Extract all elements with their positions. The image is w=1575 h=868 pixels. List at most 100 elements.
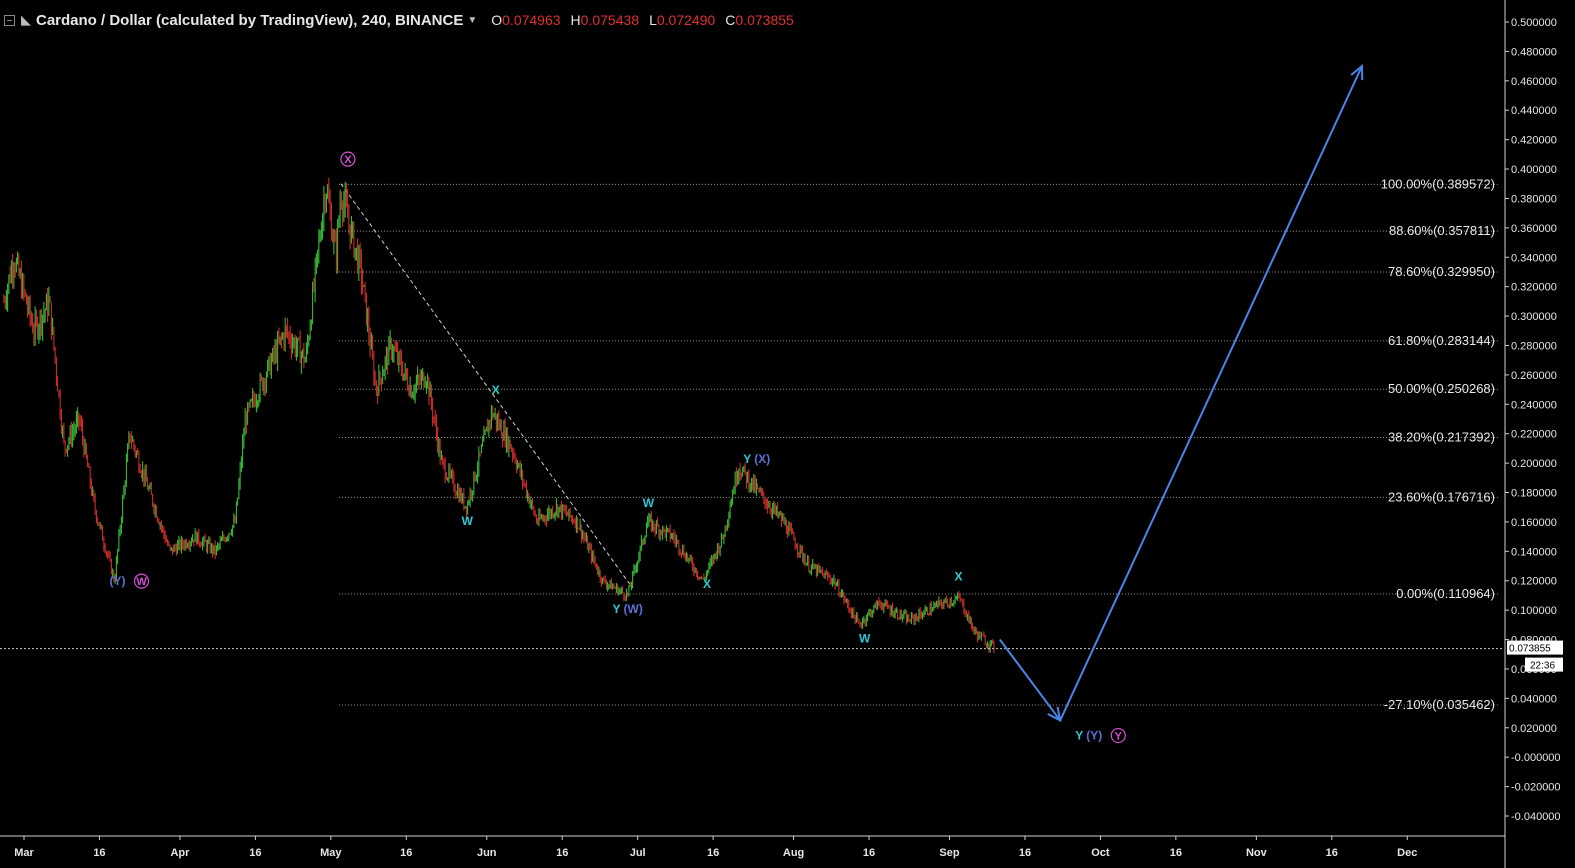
wave-label: X [344, 154, 352, 166]
x-tick-label: Jul [630, 847, 646, 859]
y-tick-label: -0.020000 [1511, 782, 1561, 794]
y-tick-label: 0.440000 [1511, 105, 1557, 117]
wave-label: X [703, 577, 711, 591]
wave-label: W [462, 514, 474, 528]
y-tick-label: 0.280000 [1511, 340, 1557, 352]
y-tick-label: 0.340000 [1511, 252, 1557, 264]
chart-header: ◣ Cardano / Dollar (calculated by Tradin… [4, 9, 804, 31]
ohlc-high-key: H [570, 12, 581, 28]
wave-label: (X) [754, 452, 770, 466]
y-tick-label: 0.300000 [1511, 311, 1557, 323]
fib-level-label: -27.10%(0.035462) [1384, 697, 1495, 712]
fib-level-label: 23.60%(0.176716) [1388, 489, 1495, 504]
wave-label: W [859, 631, 871, 645]
ohlc-low: L0.072490 [649, 12, 715, 28]
fib-level-label: 88.60%(0.357811) [1389, 223, 1495, 238]
wave-label: (Y) [1086, 729, 1102, 743]
ohlc-open: O0.074963 [491, 12, 560, 28]
price-candles [3, 177, 995, 654]
y-tick-label: 0.040000 [1511, 693, 1557, 705]
wave-label: Y [1075, 729, 1083, 743]
x-tick-label: Sep [939, 847, 959, 859]
y-tick-label: 0.320000 [1511, 282, 1557, 294]
fib-level-label: 78.60%(0.329950) [1388, 264, 1495, 279]
ohlc-close: C0.073855 [725, 12, 794, 28]
ohlc-open-value: 0.074963 [502, 12, 561, 28]
trendline[interactable] [340, 183, 634, 589]
y-tick-label: 0.420000 [1511, 135, 1557, 147]
x-tick-label: Dec [1397, 847, 1417, 859]
y-tick-label: 0.260000 [1511, 370, 1557, 382]
current-price-value: 0.073855 [1509, 644, 1551, 655]
wave-label: (Y) [110, 574, 126, 588]
y-tick-label: 0.360000 [1511, 223, 1557, 235]
wave-label: Y [1115, 731, 1123, 743]
wave-label: (W) [624, 602, 643, 616]
ohlc-close-key: C [725, 12, 736, 28]
y-tick-label: -0.040000 [1511, 811, 1561, 823]
fib-level-label: 61.80%(0.283144) [1388, 333, 1495, 348]
wave-label: W [136, 576, 147, 588]
x-tick-label: Oct [1091, 847, 1110, 859]
time-axis[interactable]: Mar 16 Apr 16 May 16 Jun 16 Jul 16 Aug 16 Sep 16 Oct 16… [0, 835, 1505, 859]
wave-label: Y [743, 452, 751, 466]
y-tick-label: 0.100000 [1511, 605, 1557, 617]
fib-level-label: 38.20%(0.217392) [1388, 430, 1495, 445]
x-tick-label: 16 [707, 847, 719, 859]
ohlc-low-key: L [649, 12, 657, 28]
x-tick-label: Mar [14, 847, 34, 859]
x-tick-label: 16 [249, 847, 261, 859]
wave-circle-icon [133, 573, 150, 589]
y-tick-label: 0.020000 [1511, 723, 1557, 735]
y-tick-label: 0.120000 [1511, 576, 1557, 588]
x-tick-label: Jun [477, 847, 497, 859]
countdown-value: 22:36 [1530, 661, 1555, 672]
wave-label: X [955, 570, 963, 584]
x-tick-label: 16 [1326, 847, 1338, 859]
collapse-icon[interactable] [4, 14, 15, 26]
y-tick-label: 0.500000 [1511, 17, 1557, 29]
x-tick-label: Apr [170, 847, 190, 859]
ohlc-low-value: 0.072490 [656, 12, 716, 28]
x-tick-label: Nov [1246, 847, 1268, 859]
fibonacci-retracement[interactable]: 100.00%(0.389572) 88.60%(0.357811) 78.60%(… [338, 176, 1499, 712]
wave-circle-icon [1110, 727, 1126, 744]
wave-label: X [492, 383, 500, 397]
projection-arrow[interactable] [999, 638, 1061, 722]
price-axis[interactable]: 0.500000 0.480000 0.460000 0.440000 0.420000… [1504, 0, 1575, 868]
y-tick-label: 0.400000 [1511, 164, 1557, 176]
wave-label: W [643, 496, 655, 510]
ohlc-high-value: 0.075438 [580, 12, 640, 28]
fib-level-label: 100.00%(0.389572) [1381, 176, 1495, 191]
x-tick-label: 16 [400, 847, 412, 859]
y-tick-label: 0.240000 [1511, 399, 1557, 411]
y-tick-label: 0.140000 [1511, 546, 1557, 558]
countdown-tag [1525, 657, 1563, 672]
chevron-down-icon[interactable]: ▼ [467, 14, 478, 26]
symbol-title[interactable]: Cardano / Dollar (calculated by TradingV… [36, 11, 464, 29]
x-tick-label: Aug [783, 847, 804, 859]
y-tick-label: -0.000000 [1511, 752, 1561, 764]
fib-level-label: 0.00%(0.110964) [1396, 586, 1495, 601]
x-tick-label: May [320, 847, 342, 859]
symbol-flag-icon: ◣ [21, 12, 31, 27]
projection-arrows[interactable] [999, 64, 1364, 723]
projection-arrow[interactable] [1059, 65, 1363, 721]
price-axis-background [1505, 0, 1575, 868]
y-tick-label: 0.480000 [1511, 46, 1557, 58]
wave-circle-icon [340, 151, 356, 167]
arrow-head-icon [1350, 64, 1364, 81]
x-tick-label: 16 [556, 847, 568, 859]
x-tick-label: 16 [863, 847, 875, 859]
y-tick-label: 0.460000 [1511, 76, 1557, 88]
wave-label: Y [613, 602, 621, 616]
y-tick-label: 0.160000 [1511, 517, 1557, 529]
ohlc-open-key: O [491, 12, 503, 28]
current-price-tag[interactable] [1507, 640, 1563, 655]
ohlc-high: H0.075438 [571, 12, 640, 28]
x-tick-label: 16 [93, 847, 105, 859]
ohlc-close-value: 0.073855 [735, 12, 794, 28]
x-tick-label: 16 [1019, 847, 1031, 859]
